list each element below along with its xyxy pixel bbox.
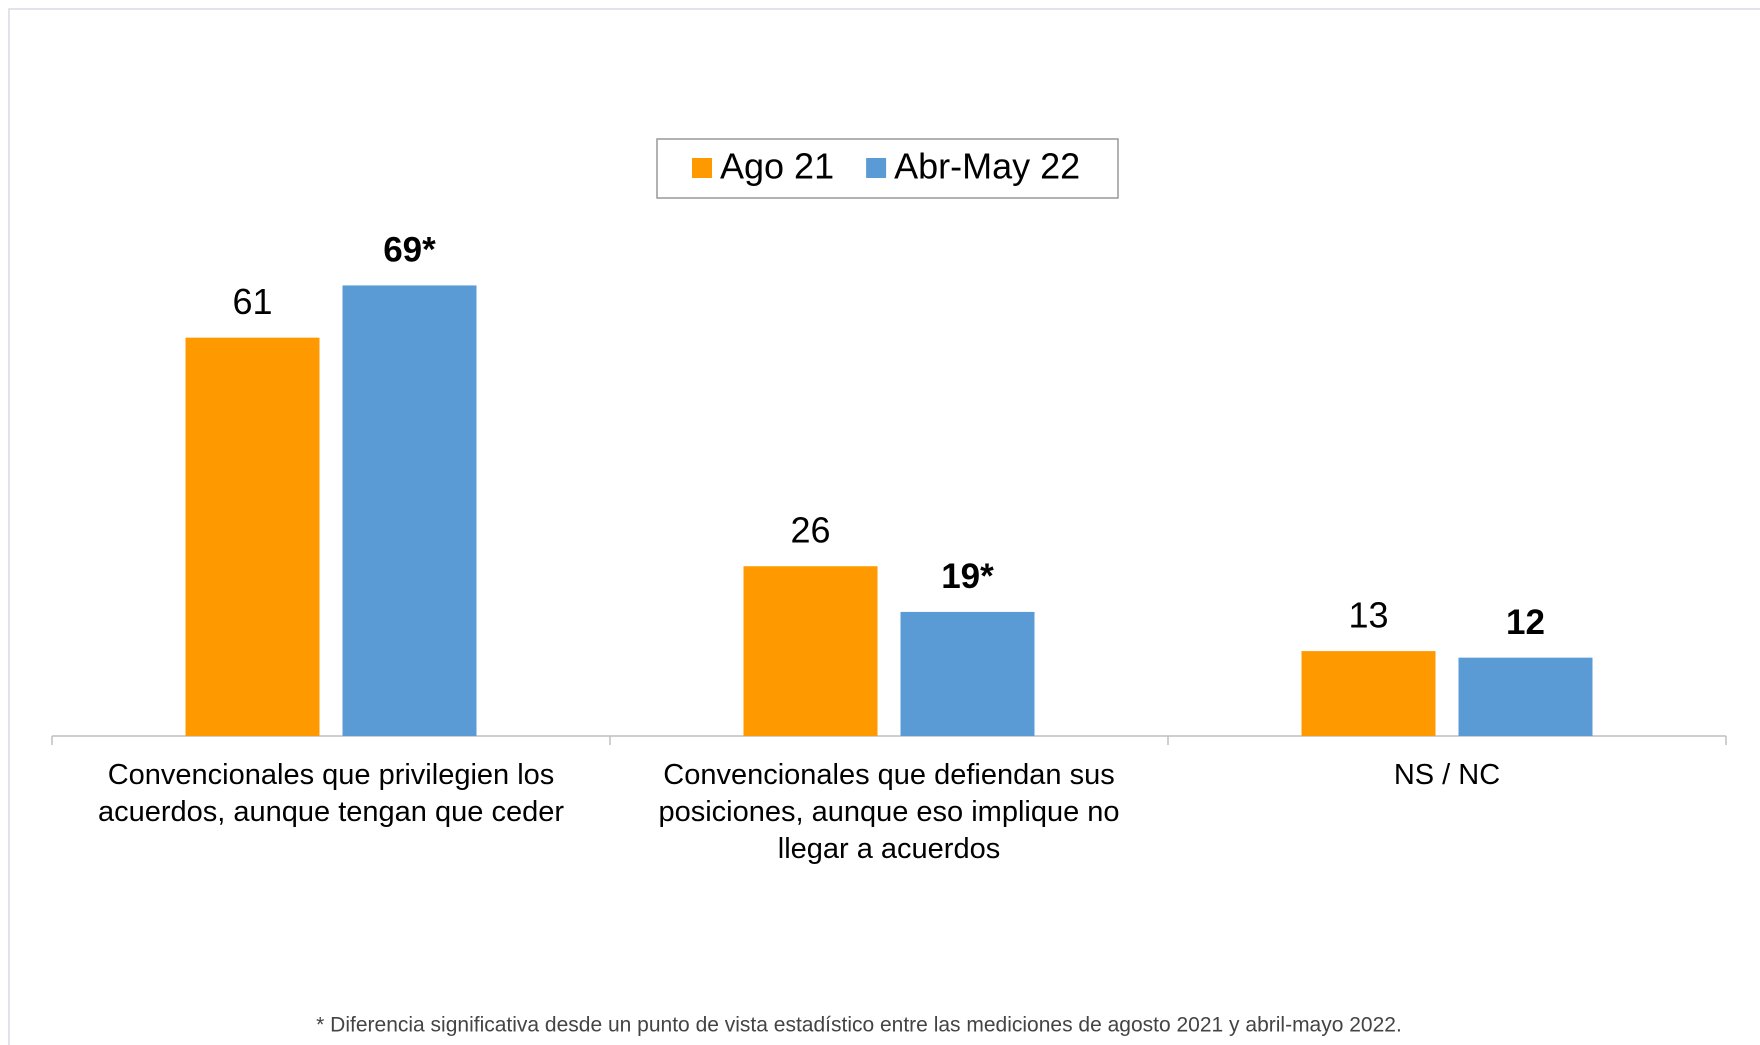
bar [1301,651,1436,736]
bar [1458,657,1593,736]
value-label: 61 [232,281,272,322]
value-label: 26 [790,510,830,551]
bar [900,611,1035,736]
x-tick-label: Convencionales que defiendan sus posicio… [658,759,1120,865]
frame [8,8,1760,1045]
value-label: 69* [383,231,436,270]
legend-swatch [866,158,887,178]
legend-label: Ago 21 [720,146,834,187]
bar [185,337,320,736]
value-label: 13 [1348,595,1388,636]
footnote: * Diferencia significativa desde un punt… [316,1014,1402,1037]
legend-swatch [692,158,712,178]
bar [743,566,878,736]
legend-box [656,138,1119,199]
x-tick-label: NS / NC [1393,759,1501,791]
legend-label: Abr-May 22 [894,146,1080,187]
x-tick-label: Convencionales que privilegien los acuer… [98,759,564,828]
bar [342,285,477,736]
value-label: 19* [941,557,994,596]
value-label: 12 [1506,603,1545,642]
